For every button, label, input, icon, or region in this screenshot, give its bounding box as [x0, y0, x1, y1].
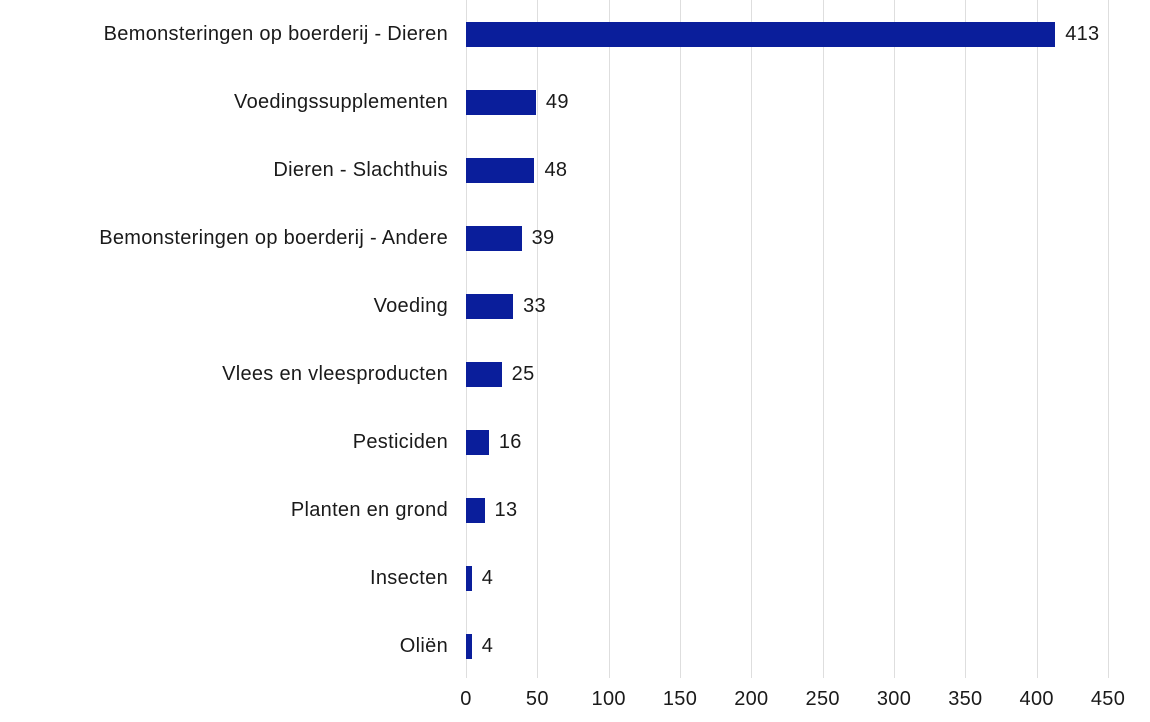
bar-row: Bemonsteringen op boerderij - Dieren 413 — [0, 0, 1150, 68]
x-tick-label: 150 — [662, 688, 698, 710]
gridline — [680, 0, 681, 678]
plot-cell: 49 — [466, 68, 1150, 136]
bar-row: Bemonsteringen op boerderij - Andere 39 — [0, 204, 1150, 272]
category-label: Planten en grond — [290, 498, 448, 521]
value-label: 4 — [481, 566, 494, 589]
value-label: 413 — [1065, 22, 1100, 45]
gridline — [1108, 0, 1109, 678]
plot-cell: 4 — [466, 612, 1150, 680]
plot-cell: 48 — [466, 136, 1150, 204]
category-label: Vlees en vleesproducten — [222, 362, 448, 385]
bar — [466, 633, 472, 659]
gridline-layer — [466, 0, 1109, 678]
value-label: 33 — [523, 294, 546, 317]
bar-row: Oliën 4 — [0, 612, 1150, 680]
bar-row: Planten en grond 13 — [0, 476, 1150, 544]
x-tick-label: 50 — [525, 688, 549, 710]
bar-row: Vlees en vleesproducten 25 — [0, 340, 1150, 408]
value-label: 25 — [511, 362, 535, 385]
gridline — [751, 0, 753, 678]
plot-cell: 39 — [466, 204, 1150, 272]
x-tick-label: 300 — [876, 688, 912, 710]
bar — [466, 21, 1056, 47]
gridline — [466, 0, 467, 678]
category-label: Bemonsteringen op boerderij - Andere — [99, 226, 448, 249]
plot-cell: 413 — [466, 0, 1150, 68]
x-tick-label: 250 — [805, 688, 840, 710]
category-label: Voedingssupplementen — [234, 90, 448, 113]
bar-rows: Bemonsteringen op boerderij - Dieren 413 V… — [0, 0, 1150, 680]
bar-row: Voedingssupplementen 49 — [0, 68, 1150, 136]
gridline — [1036, 0, 1038, 678]
bar — [466, 565, 472, 591]
gridline — [537, 0, 539, 678]
category-label: Voeding — [373, 294, 448, 317]
bar-row: Insecten 4 — [0, 544, 1150, 612]
plot-cell: 13 — [466, 476, 1150, 544]
gridline — [894, 0, 895, 678]
x-tick-label: 0 — [460, 688, 472, 710]
bar — [466, 497, 485, 523]
plot-cell: 16 — [466, 408, 1150, 476]
value-label: 4 — [481, 634, 494, 657]
x-tick-label: 450 — [1090, 688, 1126, 710]
x-tick-label: 100 — [591, 688, 626, 710]
bar — [466, 157, 535, 183]
plot-cell: 33 — [466, 272, 1150, 340]
value-label: 39 — [531, 226, 555, 249]
bar — [466, 361, 502, 387]
gridline — [965, 0, 967, 678]
bar-row: Pesticiden 16 — [0, 408, 1150, 476]
category-label: Insecten — [369, 566, 448, 589]
value-label: 48 — [544, 158, 568, 181]
gridline — [608, 0, 610, 678]
x-tick-label: 400 — [1019, 688, 1054, 710]
bar-row: Dieren - Slachthuis 48 — [0, 136, 1150, 204]
bar-row: Voeding 33 — [0, 272, 1150, 340]
x-tick-label: 350 — [948, 688, 983, 710]
category-label: Pesticiden — [352, 430, 448, 453]
value-label: 49 — [545, 90, 569, 113]
value-label: 16 — [498, 430, 522, 453]
value-label: 13 — [494, 498, 518, 521]
bar — [466, 225, 522, 251]
bar — [466, 429, 489, 455]
category-label: Oliën — [399, 634, 448, 657]
bar — [466, 89, 536, 115]
category-label: Dieren - Slachthuis — [273, 158, 448, 181]
x-tick-label: 200 — [734, 688, 769, 710]
category-label: Bemonsteringen op boerderij - Dieren — [103, 22, 448, 45]
bar — [466, 293, 514, 319]
plot-cell: 25 — [466, 340, 1150, 408]
plot-cell: 4 — [466, 544, 1150, 612]
gridline — [822, 0, 824, 678]
